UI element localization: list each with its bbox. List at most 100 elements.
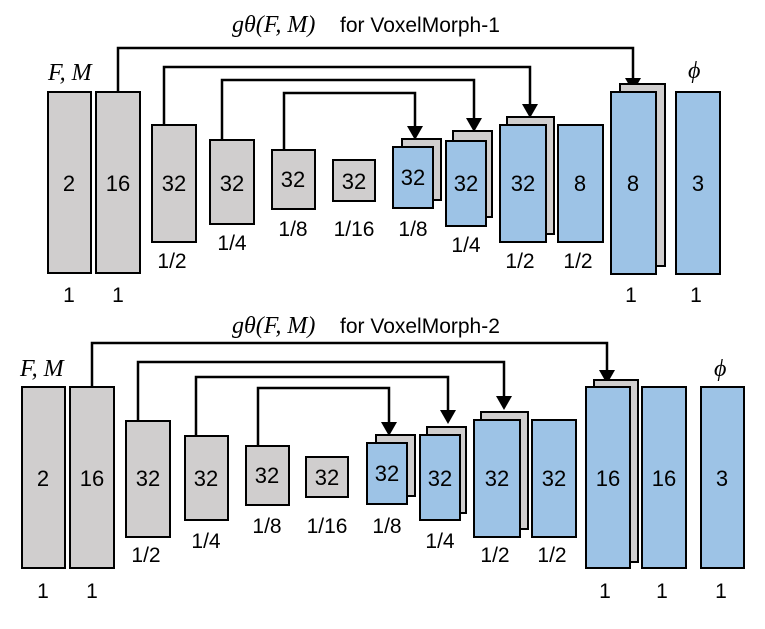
vm1-channel-label: 8 [627, 171, 639, 196]
vm2-scale-label: 1 [656, 580, 668, 603]
vm1-scale-label: 1 [112, 284, 124, 307]
vm2-scale-label: 1/8 [372, 515, 401, 538]
vm1-scale-label: 1 [690, 284, 702, 307]
vm2-channel-label: 32 [315, 465, 339, 490]
vm1-skip-connection-3 [220, 78, 476, 140]
vm2-channel-label: 2 [37, 466, 49, 491]
vm1-channel-label: 32 [342, 169, 366, 194]
vm1-block-dec-3 [499, 124, 547, 243]
vm1-block-dec-5 [610, 91, 657, 275]
vm2-skip-arrowhead-4 [381, 422, 397, 436]
vm2-skip-connection-2 [136, 360, 506, 421]
vm1-block-enc-3 [209, 139, 255, 225]
vm1-block-enc-2 [151, 124, 197, 243]
vm2-skip-connection-1 [90, 341, 609, 387]
vm1-block-dec-4 [557, 124, 604, 243]
vm1-channel-label: 32 [511, 171, 535, 196]
vm1-input-label: F, M [47, 60, 94, 86]
vm1-channel-label: 16 [106, 171, 130, 196]
vm1-scale-label: 1 [63, 284, 75, 307]
vm1-channel-label: 3 [692, 171, 704, 196]
vm2-block-dec-5 [585, 386, 631, 569]
vm2-block-enc-1 [69, 386, 115, 569]
vm2-block-input [21, 386, 66, 569]
vm2-output-label: ϕ [714, 356, 726, 382]
vm1-block-output [675, 91, 721, 275]
vm1-channel-label: 8 [574, 171, 586, 196]
vm2-channel-label: 32 [136, 466, 160, 491]
vm1-block-dec-1 [392, 146, 434, 209]
vm2-block-enc-4 [245, 445, 290, 506]
vm2-skip-connection-4 [256, 386, 391, 446]
vm2-block-dec-3 [473, 419, 521, 538]
vm2-channel-label: 32 [542, 466, 566, 491]
vm2-title-text: for VoxelMorph-2 [340, 315, 500, 338]
vm1-title-math: gθ(F, M) [232, 12, 315, 38]
vm2-channel-label: 16 [652, 466, 676, 491]
vm2-skip-arrowhead-1 [599, 370, 615, 384]
vm2-channel-label: 32 [255, 463, 279, 488]
vm2-channel-label: 32 [485, 466, 509, 491]
vm1-block-input [47, 91, 92, 274]
vm1-scale-label: 1/4 [217, 232, 247, 255]
vm2-scale-label: 1 [599, 580, 611, 603]
vm2-scale-label: 1 [715, 580, 727, 603]
vm2-block-enc-2 [125, 420, 171, 538]
vm1-scale-label: 1 [625, 284, 637, 307]
vm1-scale-label: 1/2 [505, 250, 534, 273]
vm1-skip-arrowhead-4 [407, 126, 423, 140]
vm2-channel-label: 3 [716, 466, 728, 491]
vm2-block-enc-3 [184, 435, 229, 521]
vm2-block-output [700, 386, 745, 569]
voxelmorph-1-diagram: gθ(F, M) for VoxelMorph-1 F, M ϕ 2 [47, 12, 721, 307]
vm2-scale-label: 1/2 [480, 544, 509, 567]
vm2-block-dec-2 [419, 434, 461, 521]
vm1-scale-label: 1/4 [451, 234, 481, 257]
vm2-scale-label: 1/2 [131, 544, 160, 567]
vm1-block-enc-4 [271, 149, 316, 210]
vm1-skip-connection-1 [116, 46, 635, 92]
vm2-skip-arrowhead-3 [440, 410, 456, 424]
vm1-block-dec-2 [445, 140, 487, 227]
vm2-channel-label: 32 [194, 466, 218, 491]
vm1-title-text: for VoxelMorph-1 [340, 14, 500, 37]
vm2-block-bottleneck [305, 456, 349, 498]
vm2-block-dec-6 [641, 386, 687, 569]
vm1-skip-arrowhead-2 [522, 104, 538, 118]
vm1-output-label: ϕ [688, 58, 700, 84]
vm2-block-dec-1 [366, 442, 408, 505]
vm2-skip-arrowhead-2 [496, 396, 512, 410]
vm1-channel-label: 32 [281, 167, 305, 192]
vm1-scale-label: 1/16 [334, 218, 375, 241]
vm1-channel-label: 2 [63, 171, 75, 196]
vm2-scale-label: 1/8 [252, 515, 281, 538]
vm1-skip-arrowhead-3 [466, 118, 482, 132]
vm2-input-label: F, M [19, 356, 66, 382]
vm2-scale-label: 1 [37, 580, 49, 603]
vm1-channel-label: 32 [162, 171, 186, 196]
vm1-block-bottleneck [332, 159, 376, 202]
vm2-channel-label: 32 [375, 461, 399, 486]
vm2-title-math: gθ(F, M) [232, 313, 315, 339]
voxelmorph-2-diagram: gθ(F, M) for VoxelMorph-2 F, M ϕ [19, 313, 745, 603]
vm2-scale-label: 1/16 [307, 515, 348, 538]
vm1-channel-label: 32 [220, 171, 244, 196]
vm1-skip-connection-2 [162, 65, 532, 125]
vm2-channel-label: 16 [80, 466, 104, 491]
vm2-channel-label: 32 [428, 466, 452, 491]
vm1-scale-label: 1/2 [563, 250, 592, 273]
vm1-skip-connection-4 [282, 91, 417, 150]
vm1-scale-label: 1/8 [278, 218, 307, 241]
vm1-channel-label: 32 [454, 171, 478, 196]
vm1-channel-label: 32 [401, 165, 425, 190]
vm1-block-enc-1 [95, 91, 141, 274]
vm2-scale-label: 1/2 [537, 544, 566, 567]
vm2-scale-label: 1/4 [425, 530, 455, 553]
vm2-block-dec-4 [531, 419, 577, 538]
vm2-channel-label: 16 [596, 466, 620, 491]
vm2-scale-label: 1 [86, 580, 98, 603]
vm1-scale-label: 1/2 [157, 250, 186, 273]
vm2-skip-connection-3 [194, 375, 450, 436]
vm1-scale-label: 1/8 [398, 218, 427, 241]
